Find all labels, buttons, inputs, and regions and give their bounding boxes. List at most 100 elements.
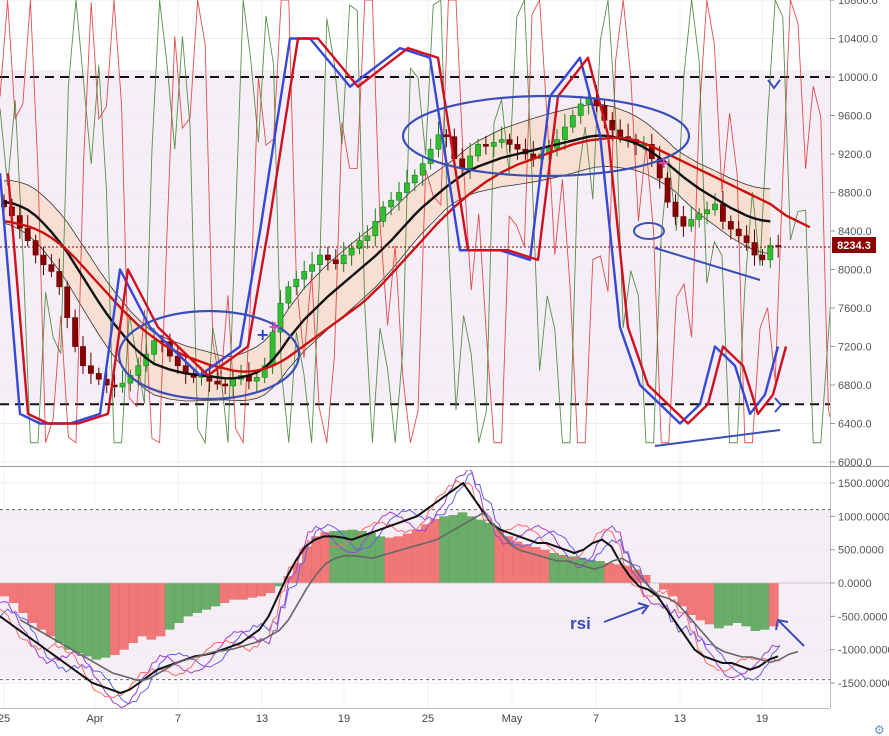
x-tick-label: May bbox=[502, 713, 523, 725]
candle-body bbox=[388, 199, 394, 208]
oscillator-histogram-bar bbox=[732, 583, 742, 623]
candle-body bbox=[514, 144, 521, 150]
oscillator-histogram-bar bbox=[192, 583, 202, 613]
oscillator-histogram-bar bbox=[137, 583, 148, 637]
current-price-label: 8234.3 bbox=[837, 240, 871, 252]
oscillator-y-tick-label: 0.0000 bbox=[838, 578, 872, 590]
overlay-red-curve bbox=[6, 37, 788, 425]
oscillator-histogram-bar bbox=[430, 519, 440, 583]
x-tick-label: 19 bbox=[338, 713, 350, 725]
candle-body bbox=[293, 278, 300, 288]
candle-body bbox=[285, 286, 292, 304]
oscillator-histogram-bar bbox=[375, 536, 386, 583]
candle-body bbox=[561, 126, 568, 140]
candle-body bbox=[253, 376, 260, 382]
candle-body bbox=[403, 182, 410, 193]
oscillator-histogram-bar bbox=[677, 583, 688, 607]
x-tick-label: 19 bbox=[756, 713, 768, 725]
candle-body bbox=[64, 286, 71, 318]
candle-body bbox=[719, 203, 726, 222]
candle-body bbox=[419, 163, 426, 176]
current-price-badge: 8234.3 bbox=[832, 237, 876, 253]
candle-body bbox=[32, 240, 39, 256]
candle-body bbox=[411, 174, 418, 184]
price-y-tick-label: 6400.0 bbox=[838, 419, 872, 431]
candle-body bbox=[435, 134, 442, 150]
oscillator-histogram-bar bbox=[320, 532, 331, 583]
bollinger-band-fill bbox=[4, 104, 771, 402]
price-y-tick-label: 8800.0 bbox=[838, 188, 872, 200]
candle-body bbox=[609, 120, 616, 131]
annotation-arrow-histogram bbox=[777, 619, 805, 647]
settings-gear-icon[interactable]: ⚙ bbox=[874, 723, 885, 736]
candle-body bbox=[332, 259, 339, 265]
oscillator-histogram-bar bbox=[393, 536, 404, 583]
annotation-arrow-top bbox=[767, 79, 781, 90]
candle-body bbox=[743, 235, 750, 243]
oscillator-histogram-bar bbox=[549, 553, 559, 583]
oscillator-histogram-bar bbox=[292, 563, 303, 583]
cross-marker-pink: + bbox=[268, 317, 281, 336]
oscillator-histogram-bar bbox=[237, 583, 248, 600]
oscillator-histogram-bar bbox=[183, 583, 193, 617]
sma-black-line bbox=[3, 134, 771, 380]
candle-body bbox=[277, 302, 284, 333]
candle-body bbox=[72, 317, 78, 347]
oscillator-histogram-bar bbox=[109, 583, 120, 655]
candle-body bbox=[214, 380, 221, 385]
oscillator-histogram-bar bbox=[247, 583, 257, 598]
candle-body bbox=[688, 219, 695, 227]
annotation-arrow-rsi-head bbox=[637, 602, 650, 615]
oscillator-histogram-bar bbox=[594, 561, 605, 583]
annotation-arrow-rsi bbox=[603, 605, 648, 623]
candle-body bbox=[56, 271, 63, 288]
x-tick-label: 7 bbox=[593, 713, 599, 725]
price-y-tick-label: 7600.0 bbox=[838, 303, 872, 315]
candle-body bbox=[340, 254, 347, 265]
oscillator-histogram-bar bbox=[448, 515, 459, 583]
oscillator-histogram-bar bbox=[302, 546, 312, 583]
oscillator-histogram-bar bbox=[9, 583, 19, 603]
price-y-tick-label: 10400.0 bbox=[838, 34, 878, 46]
oscillator-histogram-bar bbox=[494, 529, 505, 583]
oscillator-histogram-bar bbox=[640, 575, 651, 583]
current-price-badge-bg bbox=[832, 237, 876, 253]
cross-marker-blue: + bbox=[256, 325, 269, 344]
oscillator-histogram-bar bbox=[613, 564, 623, 583]
price-y-tick-label: 10000.0 bbox=[838, 72, 878, 84]
oscillator-histogram-bar bbox=[64, 583, 74, 650]
oscillator-gray-line bbox=[19, 511, 799, 682]
oscillator-y-tick-label: -1500.0000 bbox=[838, 678, 889, 690]
oscillator-histogram-bar bbox=[659, 583, 669, 590]
oscillator-histogram-bar bbox=[91, 583, 102, 660]
oscillator-histogram-bar bbox=[73, 583, 83, 653]
oscillator-histogram-bar bbox=[155, 583, 166, 637]
candle-body bbox=[48, 264, 55, 272]
oscillator-histogram-bar bbox=[201, 583, 212, 610]
oscillator-histogram-bar bbox=[45, 583, 56, 637]
candle-body bbox=[617, 129, 624, 137]
candle-body bbox=[490, 142, 497, 147]
candle-body bbox=[151, 340, 157, 355]
oscillator-histogram-bar bbox=[384, 537, 395, 583]
oscillator-histogram-bar bbox=[503, 536, 514, 583]
sma-red-line bbox=[3, 136, 811, 373]
oscillator-histogram-bar bbox=[36, 583, 47, 630]
candle-body bbox=[372, 221, 379, 237]
candle-body bbox=[135, 365, 142, 376]
oscillator-histogram-bar bbox=[311, 536, 321, 583]
oscillator-histogram-bar bbox=[18, 583, 29, 613]
candle-body bbox=[301, 271, 308, 280]
oscillator-histogram-bar bbox=[576, 557, 587, 583]
annotation-ellipse-may bbox=[401, 94, 691, 178]
candle-body bbox=[696, 213, 703, 220]
oscillator-histogram-bar bbox=[768, 583, 779, 627]
oscillator-histogram-bar bbox=[475, 519, 486, 583]
candle-body bbox=[727, 221, 734, 230]
price-y-tick-label: 7200.0 bbox=[838, 342, 872, 354]
oscillator-histogram-bar bbox=[146, 583, 157, 640]
candle-body bbox=[348, 248, 355, 256]
x-tick-label: Apr bbox=[86, 713, 103, 725]
candle-body bbox=[751, 242, 758, 256]
candle-body bbox=[380, 206, 387, 222]
